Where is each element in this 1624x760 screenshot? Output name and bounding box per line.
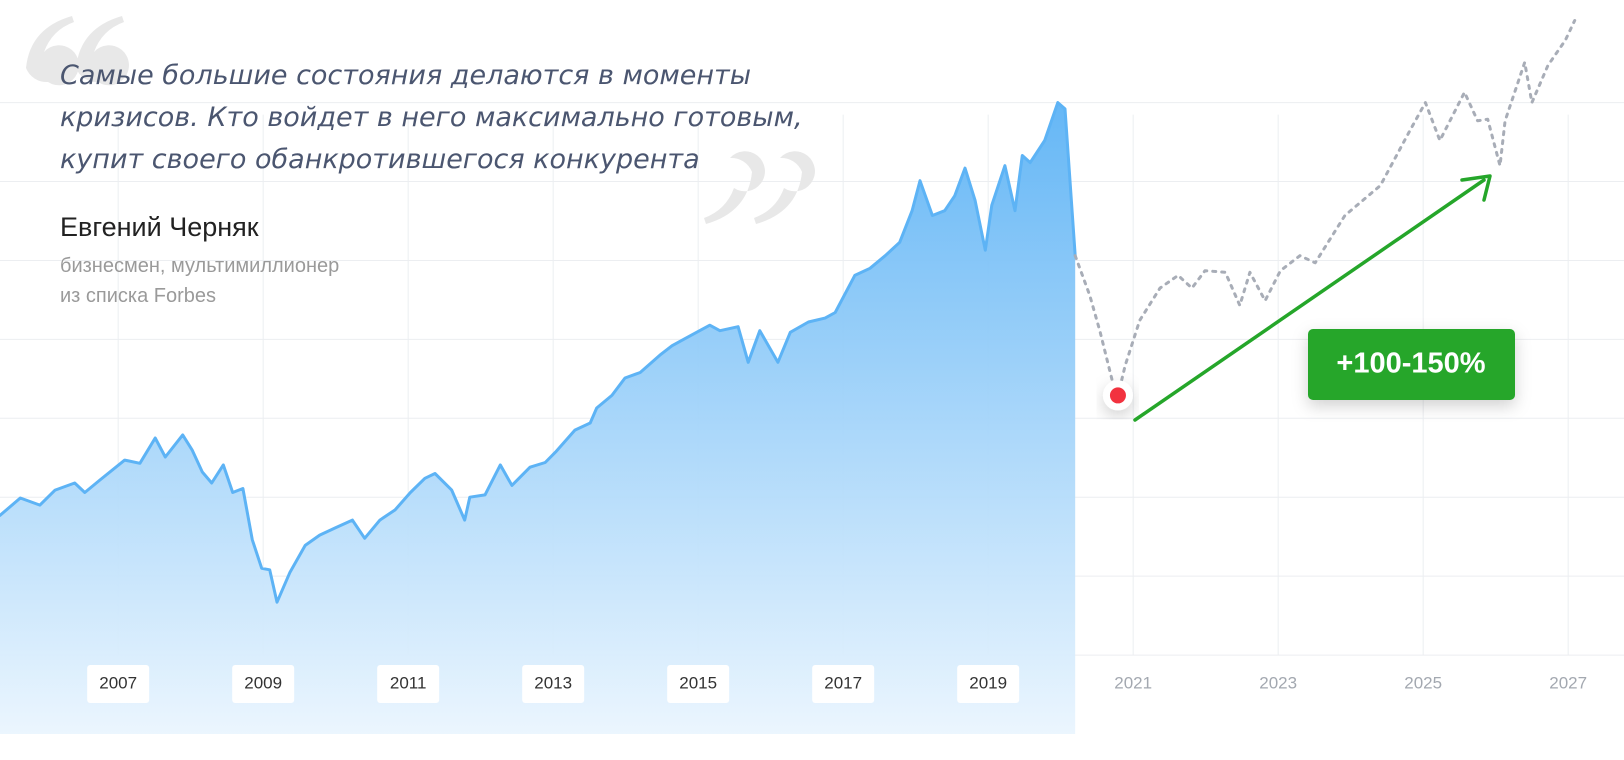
x-tick-label: 2023 [1259,673,1297,692]
tick-box [87,665,150,703]
area [0,102,1076,735]
highlight-point [1109,387,1126,404]
x-tick-label: 2011 [390,673,427,692]
quote-line: кризисов. Кто войдет в него максимально … [60,102,803,133]
tick-box [377,665,440,703]
tick-box [667,665,730,703]
close-quote [704,151,815,224]
x-tick-label: 2009 [244,673,282,692]
badge [1308,329,1515,400]
author-role: бизнесмен, мультимиллионер [60,255,339,277]
x-tick-label: 2013 [534,673,572,692]
author-role: из списка Forbes [60,285,216,307]
plot: 2007 2009 2011 2013 2015 2017 2019 2021 2023 2025… [0,19,1587,735]
quote-line: Самые большие состояния делаются в момен… [60,60,751,91]
tick-box [812,665,875,703]
x-tick-label: 2017 [824,673,862,692]
x-tick-label: 2019 [969,673,1007,692]
quote-line: купит своего обанкротившегося конкурента [60,144,700,175]
line [0,101,1077,604]
tick-box [232,665,295,703]
x-tick-label: 2007 [99,673,137,692]
badge-label: +100-150% [1336,348,1485,380]
forecast-line [1073,19,1577,397]
author-name: Евгений Черняк [60,212,259,242]
quote-marks [26,16,815,224]
tick-box [522,665,585,703]
x-tick-label: 2021 [1114,673,1152,692]
arrow-head [1460,174,1492,202]
x-tick-label: 2027 [1549,673,1587,692]
tick-box [957,665,1020,703]
x-tick-label: 2015 [679,673,717,692]
annotation: +100-150% [1133,174,1515,422]
x-tick-label: 2025 [1404,673,1442,692]
open-quote [26,16,129,86]
trend-arrow [1133,178,1486,422]
